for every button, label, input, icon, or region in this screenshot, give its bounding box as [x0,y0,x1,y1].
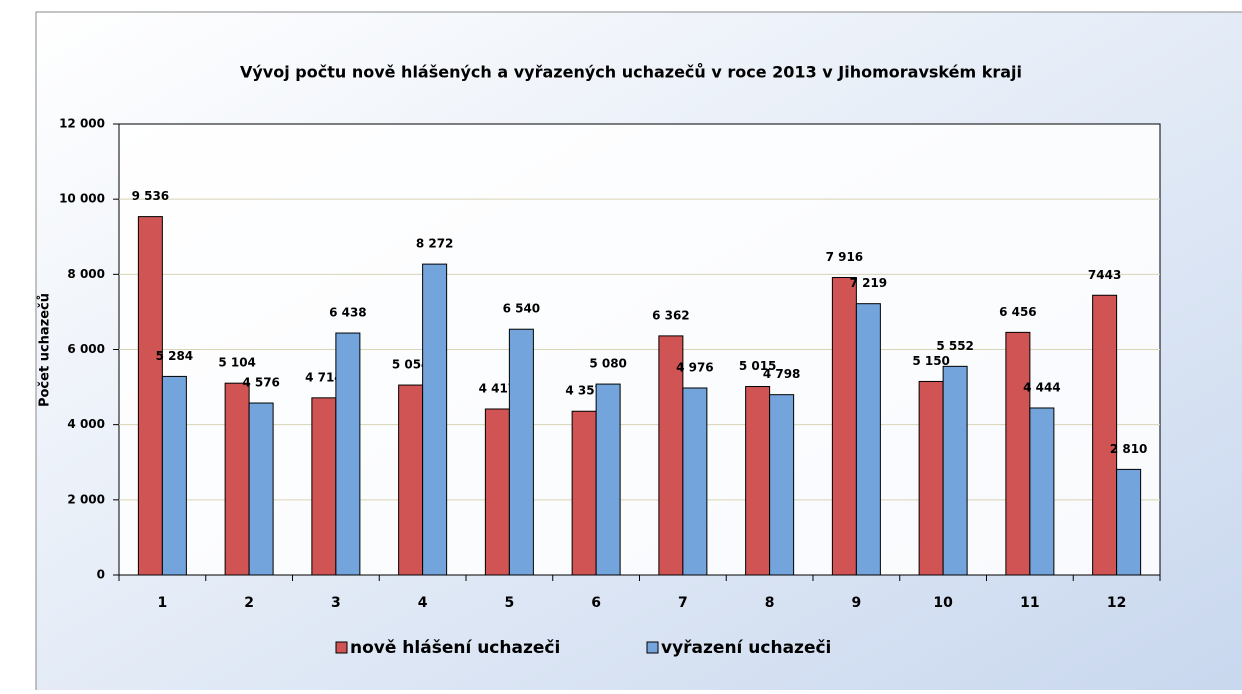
data-label: 6 456 [999,305,1037,319]
bar [855,303,881,576]
bar [1092,294,1118,576]
chart-title: Vývoj počtu nově hlášených a vyřazených … [240,63,1022,82]
legend-label: nově hlášení uchazeči [350,638,560,658]
bar [224,382,250,576]
y-tick-label: 4 000 [67,417,105,431]
data-label: 2 810 [1110,442,1148,456]
x-tick-label: 2 [244,595,254,611]
bar [1116,468,1142,576]
bar [831,276,857,576]
bar [248,402,274,576]
y-axis-label: Počet uchazečů [38,293,53,407]
data-label: 9 536 [132,189,170,203]
bar [311,397,337,576]
data-label: 5 104 [218,356,256,370]
x-tick-label: 4 [418,595,428,611]
bar [745,386,771,576]
bar [1029,407,1055,576]
data-label: 8 272 [416,237,454,251]
data-label: 5 015 [739,359,777,373]
data-label: 4 798 [763,367,801,381]
data-label: 7443 [1088,268,1121,282]
x-tick-label: 8 [765,595,775,611]
data-label: 4 417 [479,381,517,395]
data-label: 7 916 [826,250,864,264]
bar [161,375,187,576]
legend-label: vyřazení uchazeči [661,638,831,658]
data-label: 6 438 [329,306,367,320]
data-label: 6 540 [503,302,541,316]
bar [1005,331,1031,576]
x-tick-label: 10 [933,595,953,611]
y-tick-label: 0 [97,568,105,582]
bar [918,380,944,576]
bar [137,216,163,576]
y-tick-label: 2 000 [67,492,105,506]
x-tick-label: 12 [1107,595,1126,611]
bar [398,384,424,576]
bar [942,365,968,576]
data-label: 5 054 [392,358,430,372]
bar [484,408,510,576]
data-label: 4 576 [242,376,280,390]
bar [571,410,597,576]
y-tick-label: 8 000 [67,267,105,281]
bar [769,394,795,576]
data-label: 6 362 [652,308,690,322]
bar [595,383,621,576]
bar [422,263,448,576]
data-label: 4 976 [676,360,714,374]
data-label: 5 552 [936,339,974,353]
data-label: 4 714 [305,370,343,384]
y-tick-label: 6 000 [67,342,105,356]
x-tick-label: 6 [591,595,601,611]
data-label: 5 080 [589,357,627,371]
data-label: 5 150 [912,354,950,368]
x-tick-label: 7 [678,595,688,611]
x-tick-label: 3 [331,595,341,611]
y-tick-label: 10 000 [59,192,105,206]
bar [658,335,684,576]
x-tick-label: 9 [852,595,862,611]
legend-swatch [646,641,659,654]
legend-swatch [335,641,348,654]
x-tick-label: 11 [1020,595,1039,611]
x-tick-label: 5 [505,595,515,611]
y-tick-label: 12 000 [59,117,105,131]
data-label: 4 444 [1023,380,1061,394]
x-tick-label: 1 [158,595,168,611]
bar [682,387,708,576]
data-label: 5 284 [156,349,194,363]
bar [508,328,534,576]
data-label: 4 357 [565,384,603,398]
bar [335,332,361,576]
data-label: 7 219 [850,276,888,290]
